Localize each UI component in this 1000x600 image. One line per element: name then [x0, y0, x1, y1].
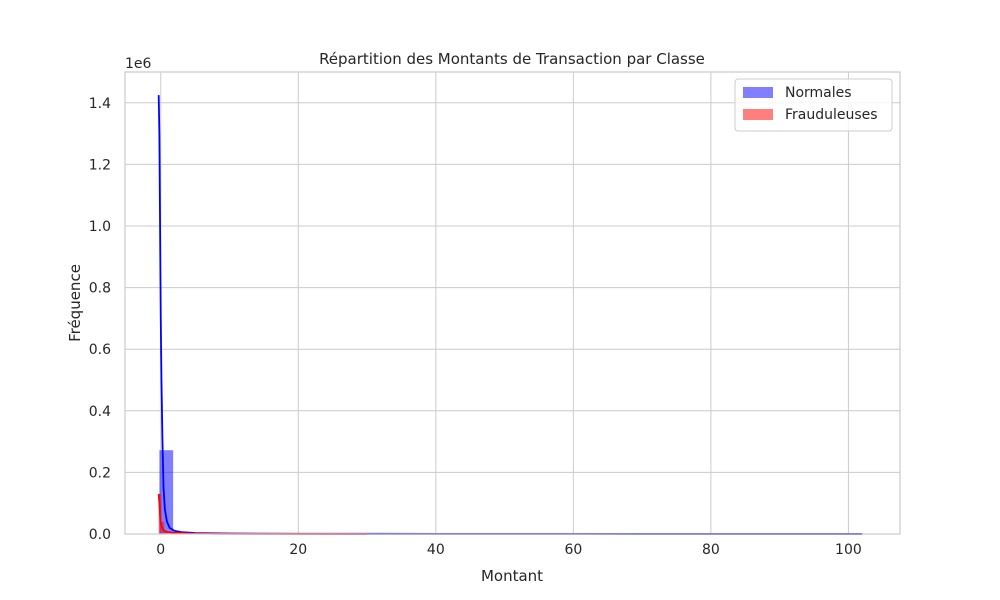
- y-tick-label: 1.2: [89, 157, 111, 173]
- y-offset-text: 1e6: [125, 56, 152, 72]
- x-tick-label: 100: [835, 542, 862, 558]
- grid: [125, 72, 900, 535]
- y-tick-label: 0.6: [89, 342, 111, 358]
- legend-frame: [734, 78, 893, 132]
- x-axis-label: Montant: [481, 567, 543, 585]
- legend: Normales Frauduleuses: [734, 78, 893, 132]
- y-tick-label: 0.0: [89, 527, 111, 543]
- y-tick-label: 0.4: [89, 404, 111, 420]
- y-tick-label: 1.0: [89, 219, 111, 235]
- x-tick-label: 20: [289, 542, 307, 558]
- y-tick-label: 0.2: [89, 465, 111, 481]
- tick-labels: 0 20 40 60 80 100 0.0 0.2 0.4 0.6 0.8 1.0 1.2 1.4: [89, 96, 862, 558]
- x-tick-label: 0: [156, 542, 165, 558]
- y-tick-label: 0.8: [89, 281, 111, 297]
- legend-swatch-normales: [743, 87, 773, 98]
- legend-label-normales: Normales: [785, 85, 852, 101]
- x-tick-label: 60: [564, 542, 582, 558]
- legend-swatch-frauduleuses: [743, 109, 773, 120]
- plot-area-frame: [124, 71, 901, 535]
- y-tick-label: 1.4: [89, 96, 111, 112]
- chart-title: Répartition des Montants de Transaction …: [319, 50, 705, 68]
- x-tick-label: 80: [702, 542, 720, 558]
- x-tick-label: 40: [427, 542, 445, 558]
- legend-label-frauduleuses: Frauduleuses: [785, 107, 878, 123]
- y-axis-label: Fréquence: [66, 264, 84, 342]
